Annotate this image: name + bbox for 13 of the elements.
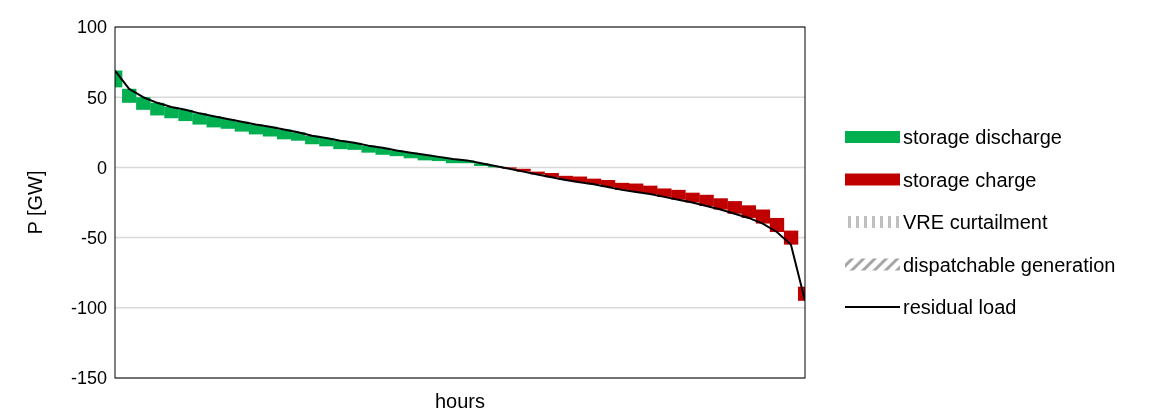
legend-label: residual load <box>903 296 1017 318</box>
x-axis-title: hours <box>434 390 486 412</box>
legend-label: dispatchable generation <box>903 253 1116 276</box>
y-axis-title: P [GW] <box>24 170 46 235</box>
legend-label: storage discharge <box>903 126 1062 148</box>
y-tick-label: 0 <box>96 157 107 178</box>
y-tick-label: 50 <box>86 87 107 108</box>
legend-label: VRE curtailment <box>903 211 1048 233</box>
y-tick-label: -150 <box>70 368 107 389</box>
legend-label: storage charge <box>903 168 1037 191</box>
y-tick-label: -100 <box>70 298 107 319</box>
y-tick-label: -50 <box>80 227 107 248</box>
y-tick-label: 100 <box>76 17 107 38</box>
